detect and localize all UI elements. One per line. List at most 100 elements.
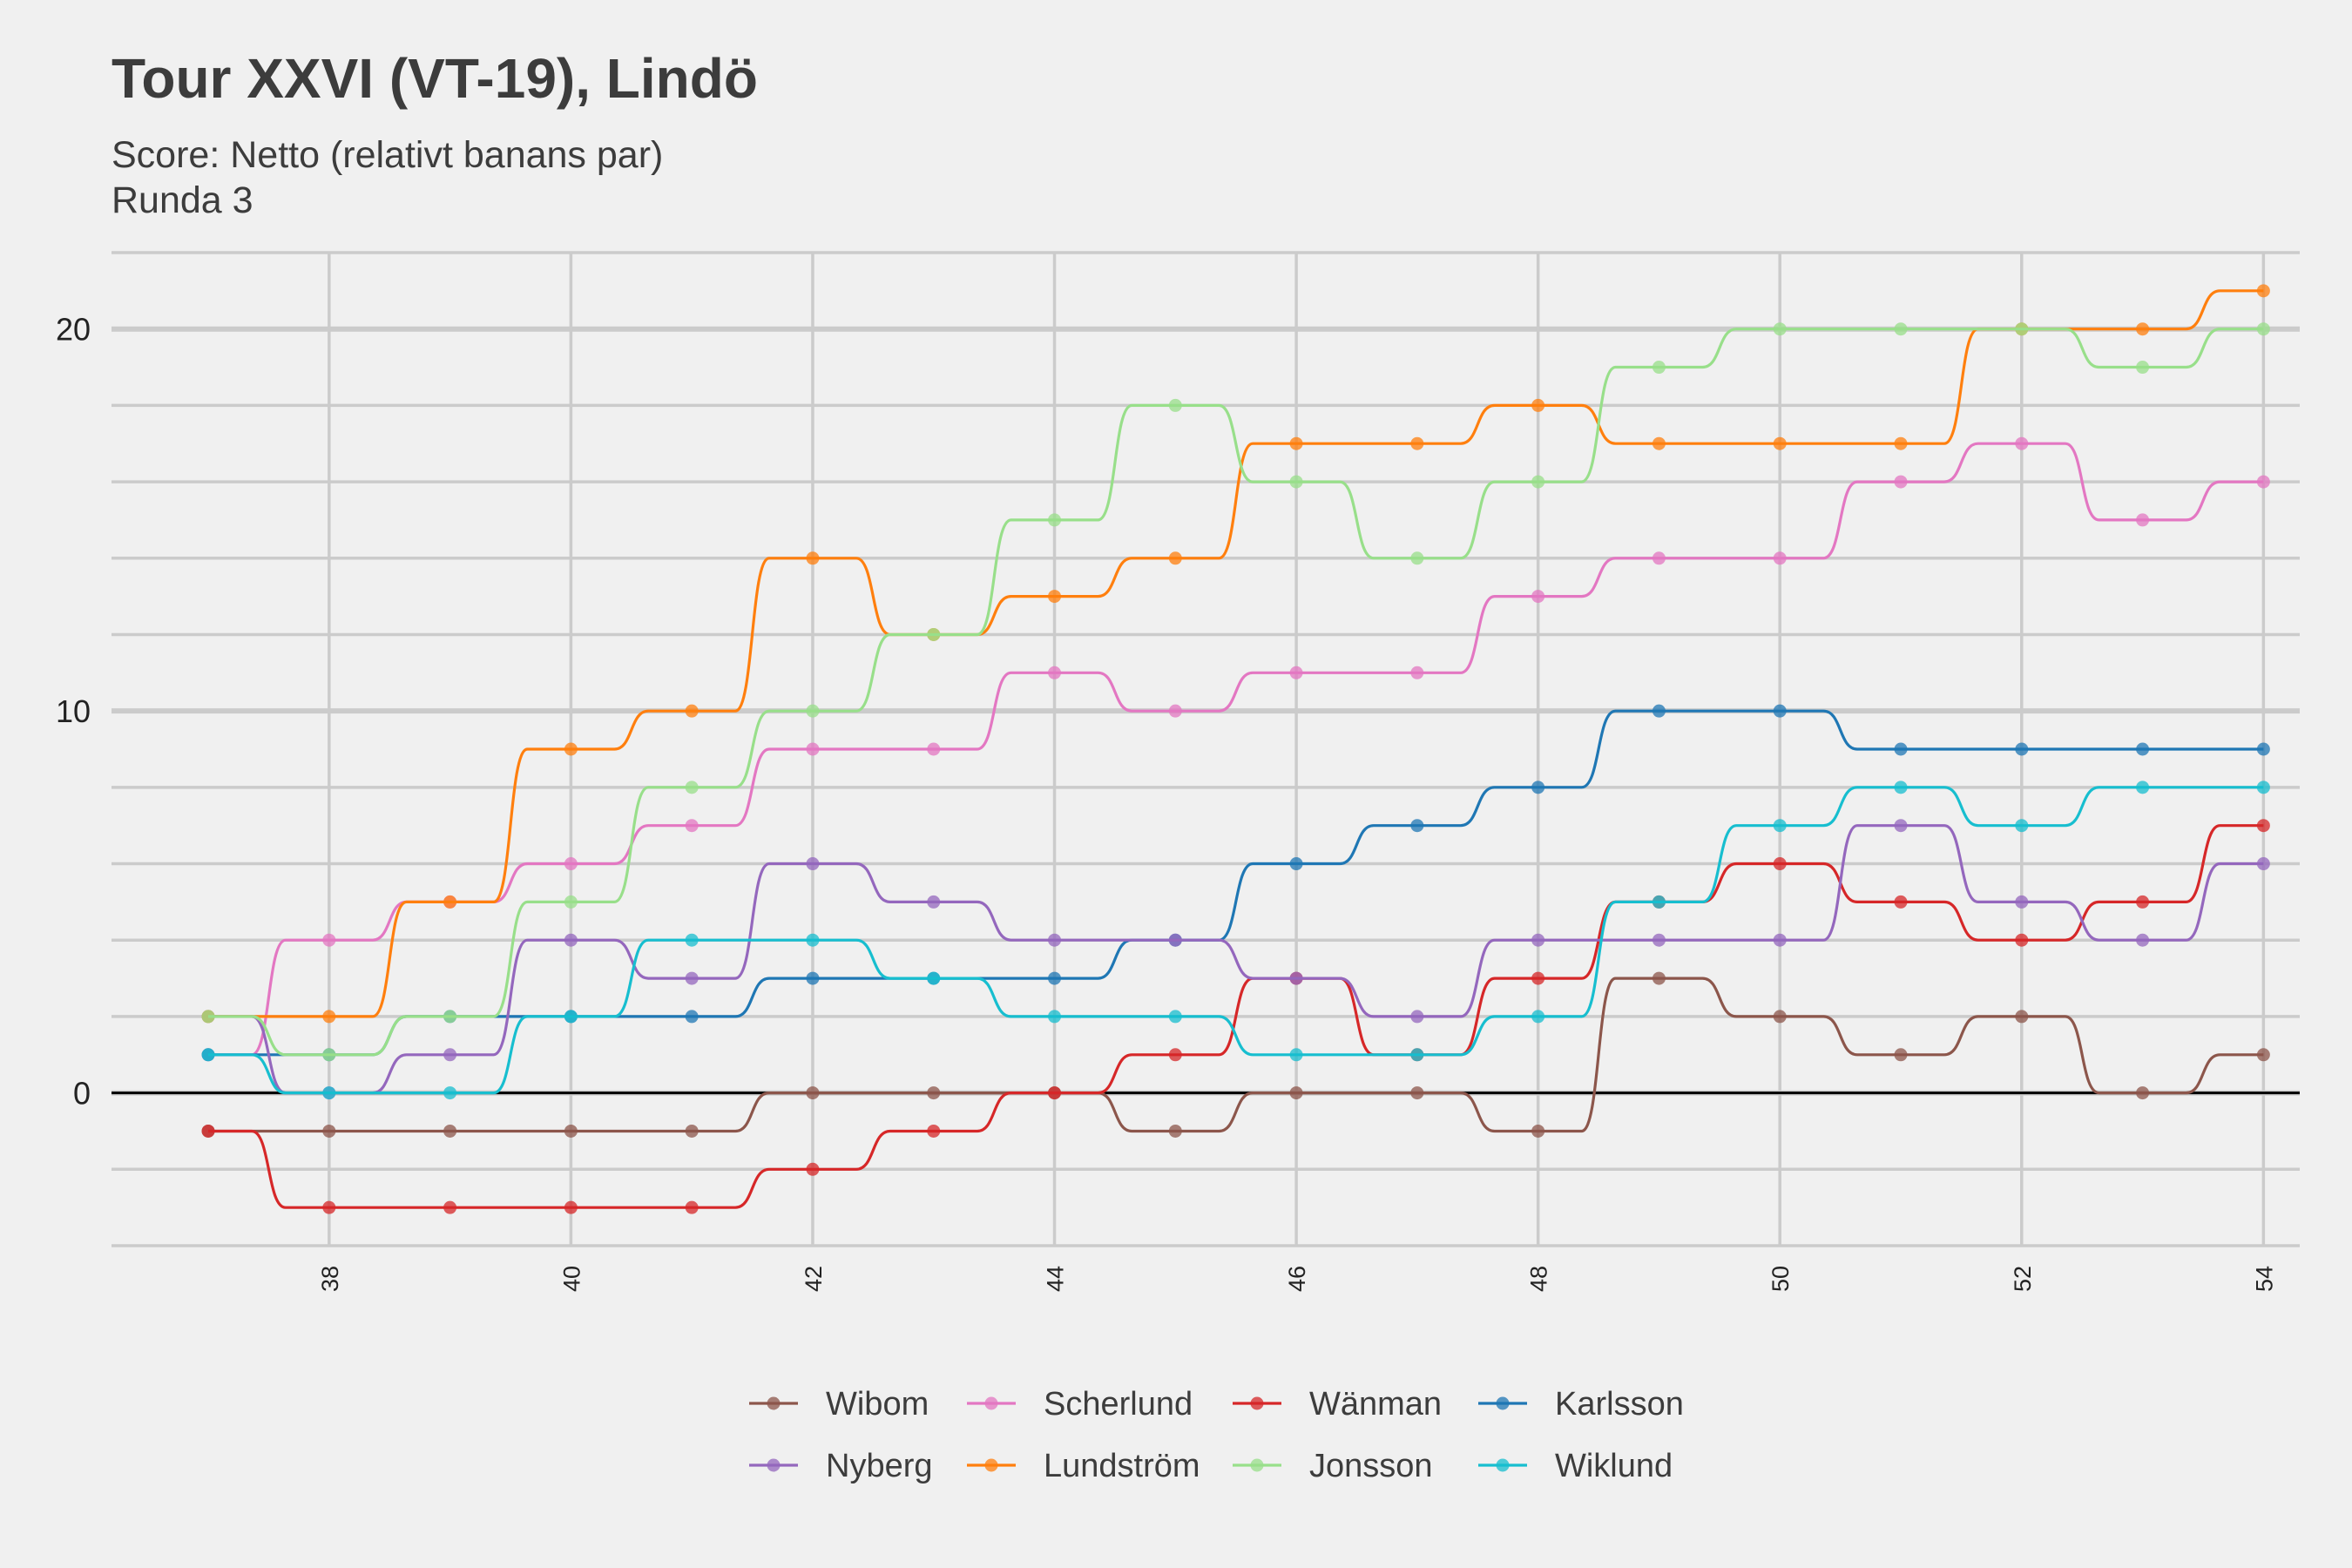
data-point-wibom	[1894, 1048, 1908, 1062]
data-point-scherlund	[1531, 590, 1545, 604]
data-point-scherlund	[2136, 513, 2150, 527]
data-point-wanman	[322, 1200, 336, 1214]
data-point-scherlund	[1168, 704, 1182, 718]
x-axis: 38 40 42 44 46 48 50 52 54	[317, 1266, 2278, 1292]
data-point-karlsson	[1289, 857, 1303, 871]
data-point-wibom	[1652, 971, 1666, 985]
data-point-lundstrom	[1168, 551, 1182, 565]
legend-item: Jonsson	[1233, 1448, 1433, 1484]
legend-label: Nyberg	[826, 1448, 933, 1484]
y-axis: 0 10 20	[56, 312, 91, 1112]
data-point-nyberg	[1289, 971, 1303, 985]
data-point-jonsson	[1289, 475, 1303, 489]
data-point-wiklund	[1048, 1010, 1062, 1024]
data-point-jonsson	[1894, 322, 1908, 336]
data-point-jonsson	[201, 1010, 215, 1024]
data-point-wiklund	[1652, 895, 1666, 909]
data-point-wanman	[1531, 971, 1545, 985]
data-point-scherlund	[1048, 666, 1062, 679]
data-point-jonsson	[1410, 551, 1424, 565]
data-point-jonsson	[2015, 322, 2029, 336]
data-point-wibom	[2136, 1086, 2150, 1100]
data-point-lundstrom	[1773, 436, 1787, 450]
data-point-wanman	[1773, 857, 1787, 871]
data-point-nyberg	[806, 857, 820, 871]
legend-item: Wibom	[749, 1386, 929, 1423]
data-point-nyberg	[1652, 933, 1666, 947]
data-point-lundstrom	[1894, 436, 1908, 450]
x-tick-label: 52	[2010, 1266, 2036, 1292]
data-point-lundstrom	[564, 742, 578, 756]
x-tick-label: 48	[1526, 1266, 1552, 1292]
data-point-karlsson	[1894, 742, 1908, 756]
data-point-wanman	[2256, 819, 2270, 833]
legend-label: Wänman	[1309, 1386, 1442, 1423]
legend-key-point	[1250, 1458, 1264, 1472]
legend-key-point	[1496, 1458, 1510, 1472]
data-point-scherlund	[927, 742, 941, 756]
legend-label: Wibom	[826, 1386, 929, 1423]
legend: Wibom Scherlund Wänman Karlsson Nyberg Lundst…	[749, 1386, 1684, 1484]
data-point-wanman	[1048, 1086, 1062, 1100]
data-point-wanman	[927, 1124, 941, 1138]
data-point-wiklund	[1531, 1010, 1545, 1024]
data-point-lundstrom	[1410, 436, 1424, 450]
data-point-nyberg	[2015, 895, 2029, 909]
data-point-karlsson	[1652, 704, 1666, 718]
data-point-lundstrom	[1289, 436, 1303, 450]
data-point-karlsson	[1048, 971, 1062, 985]
chart-subtitle-line-1: Score: Netto (relativt banans par)	[112, 134, 663, 176]
data-point-jonsson	[1168, 398, 1182, 412]
data-point-scherlund	[685, 819, 699, 833]
data-point-scherlund	[2256, 475, 2270, 489]
data-point-wibom	[1168, 1124, 1182, 1138]
data-point-jonsson	[443, 1010, 457, 1024]
data-point-karlsson	[1773, 704, 1787, 718]
data-point-wiklund	[322, 1086, 336, 1100]
data-point-nyberg	[1410, 1010, 1424, 1024]
data-point-wibom	[927, 1086, 941, 1100]
chart-title: Tour XXVI (VT-19), Lindö	[112, 47, 758, 110]
data-point-lundstrom	[322, 1010, 336, 1024]
legend-key-point	[984, 1458, 998, 1472]
legend-label: Scherlund	[1044, 1386, 1193, 1423]
x-tick-label: 54	[2251, 1266, 2277, 1292]
data-point-nyberg	[1531, 933, 1545, 947]
series-line-karlsson	[208, 709, 2264, 1057]
data-point-karlsson	[806, 971, 820, 985]
data-point-scherlund	[1773, 551, 1787, 565]
data-point-karlsson	[1531, 781, 1545, 794]
data-point-wiklund	[1773, 819, 1787, 833]
data-point-wibom	[1410, 1086, 1424, 1100]
data-point-wibom	[564, 1124, 578, 1138]
data-point-nyberg	[1048, 933, 1062, 947]
data-point-wiklund	[2136, 781, 2150, 794]
data-point-wanman	[806, 1162, 820, 1176]
data-point-scherlund	[1894, 475, 1908, 489]
y-tick-label: 10	[56, 693, 91, 729]
legend-item: Scherlund	[967, 1386, 1193, 1423]
data-point-wiklund	[2015, 819, 2029, 833]
data-point-wibom	[685, 1124, 699, 1138]
data-point-wanman	[1168, 1048, 1182, 1062]
data-point-wanman	[201, 1124, 215, 1138]
legend-key-point	[1496, 1396, 1510, 1410]
x-tick-label: 50	[1767, 1266, 1794, 1292]
series-jonsson	[201, 322, 2270, 1062]
data-point-nyberg	[1773, 933, 1787, 947]
data-point-karlsson	[685, 1010, 699, 1024]
data-point-wibom	[1289, 1086, 1303, 1100]
plot-area	[201, 284, 2270, 1214]
data-point-wanman	[2015, 933, 2029, 947]
chart-subtitle-line-2: Runda 3	[112, 179, 253, 221]
x-tick-label: 42	[801, 1266, 827, 1292]
legend-label: Jonsson	[1309, 1448, 1433, 1484]
legend-label: Karlsson	[1555, 1386, 1684, 1423]
data-point-wibom	[443, 1124, 457, 1138]
x-tick-label: 44	[1043, 1266, 1069, 1292]
data-point-wiklund	[685, 933, 699, 947]
data-point-nyberg	[443, 1048, 457, 1062]
data-point-lundstrom	[443, 895, 457, 909]
data-point-jonsson	[927, 627, 941, 641]
